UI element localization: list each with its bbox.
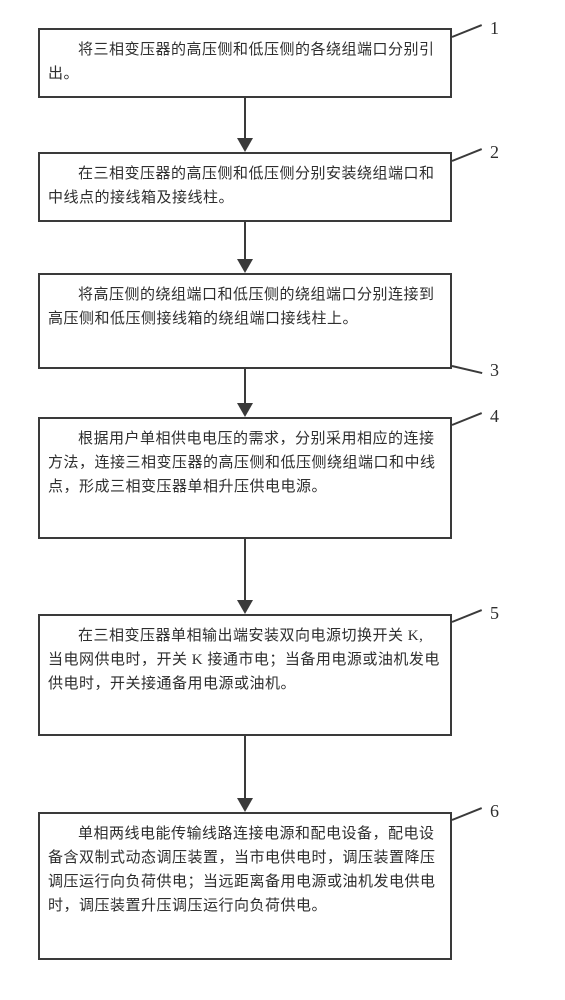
leader-line	[452, 609, 483, 623]
flow-node-text: 在三相变压器的高压侧和低压侧分别安装绕组端口和中线点的接线箱及接线柱。	[48, 162, 442, 210]
flow-node-label: 5	[490, 603, 499, 624]
flow-node-label: 6	[490, 801, 499, 822]
flow-node-text: 将高压侧的绕组端口和低压侧的绕组端口分别连接到高压侧和低压侧接线箱的绕组端口接线…	[48, 283, 442, 331]
flow-node-n6: 单相两线电能传输线路连接电源和配电设备，配电设备含双制式动态调压装置，当市电供电…	[38, 812, 452, 960]
flow-arrow	[237, 222, 253, 273]
flow-node-text: 将三相变压器的高压侧和低压侧的各绕组端口分别引出。	[48, 38, 442, 86]
flow-node-label: 3	[490, 360, 499, 381]
leader-line	[452, 148, 483, 162]
flow-node-text: 在三相变压器单相输出端安装双向电源切换开关 K, 当电网供电时，开关 K 接通市…	[48, 624, 442, 696]
flow-arrow	[237, 539, 253, 614]
flow-node-n3: 将高压侧的绕组端口和低压侧的绕组端口分别连接到高压侧和低压侧接线箱的绕组端口接线…	[38, 273, 452, 369]
leader-line	[452, 24, 483, 38]
flow-arrow	[237, 736, 253, 812]
leader-line	[452, 365, 482, 374]
flow-node-n2: 在三相变压器的高压侧和低压侧分别安装绕组端口和中线点的接线箱及接线柱。	[38, 152, 452, 222]
flow-node-label: 1	[490, 18, 499, 39]
flow-node-label: 4	[490, 406, 499, 427]
flow-node-label: 2	[490, 142, 499, 163]
flow-node-n4: 根据用户单相供电电压的需求，分别采用相应的连接方法，连接三相变压器的高压侧和低压…	[38, 417, 452, 539]
flowchart-canvas: 将三相变压器的高压侧和低压侧的各绕组端口分别引出。 1 在三相变压器的高压侧和低压侧…	[0, 0, 565, 1000]
flow-node-text: 单相两线电能传输线路连接电源和配电设备，配电设备含双制式动态调压装置，当市电供电…	[48, 822, 442, 918]
flow-arrow	[237, 98, 253, 152]
flow-arrow	[237, 369, 253, 417]
leader-line	[452, 807, 483, 821]
flow-node-n5: 在三相变压器单相输出端安装双向电源切换开关 K, 当电网供电时，开关 K 接通市…	[38, 614, 452, 736]
flow-node-n1: 将三相变压器的高压侧和低压侧的各绕组端口分别引出。	[38, 28, 452, 98]
flow-node-text: 根据用户单相供电电压的需求，分别采用相应的连接方法，连接三相变压器的高压侧和低压…	[48, 427, 442, 499]
leader-line	[452, 412, 483, 426]
